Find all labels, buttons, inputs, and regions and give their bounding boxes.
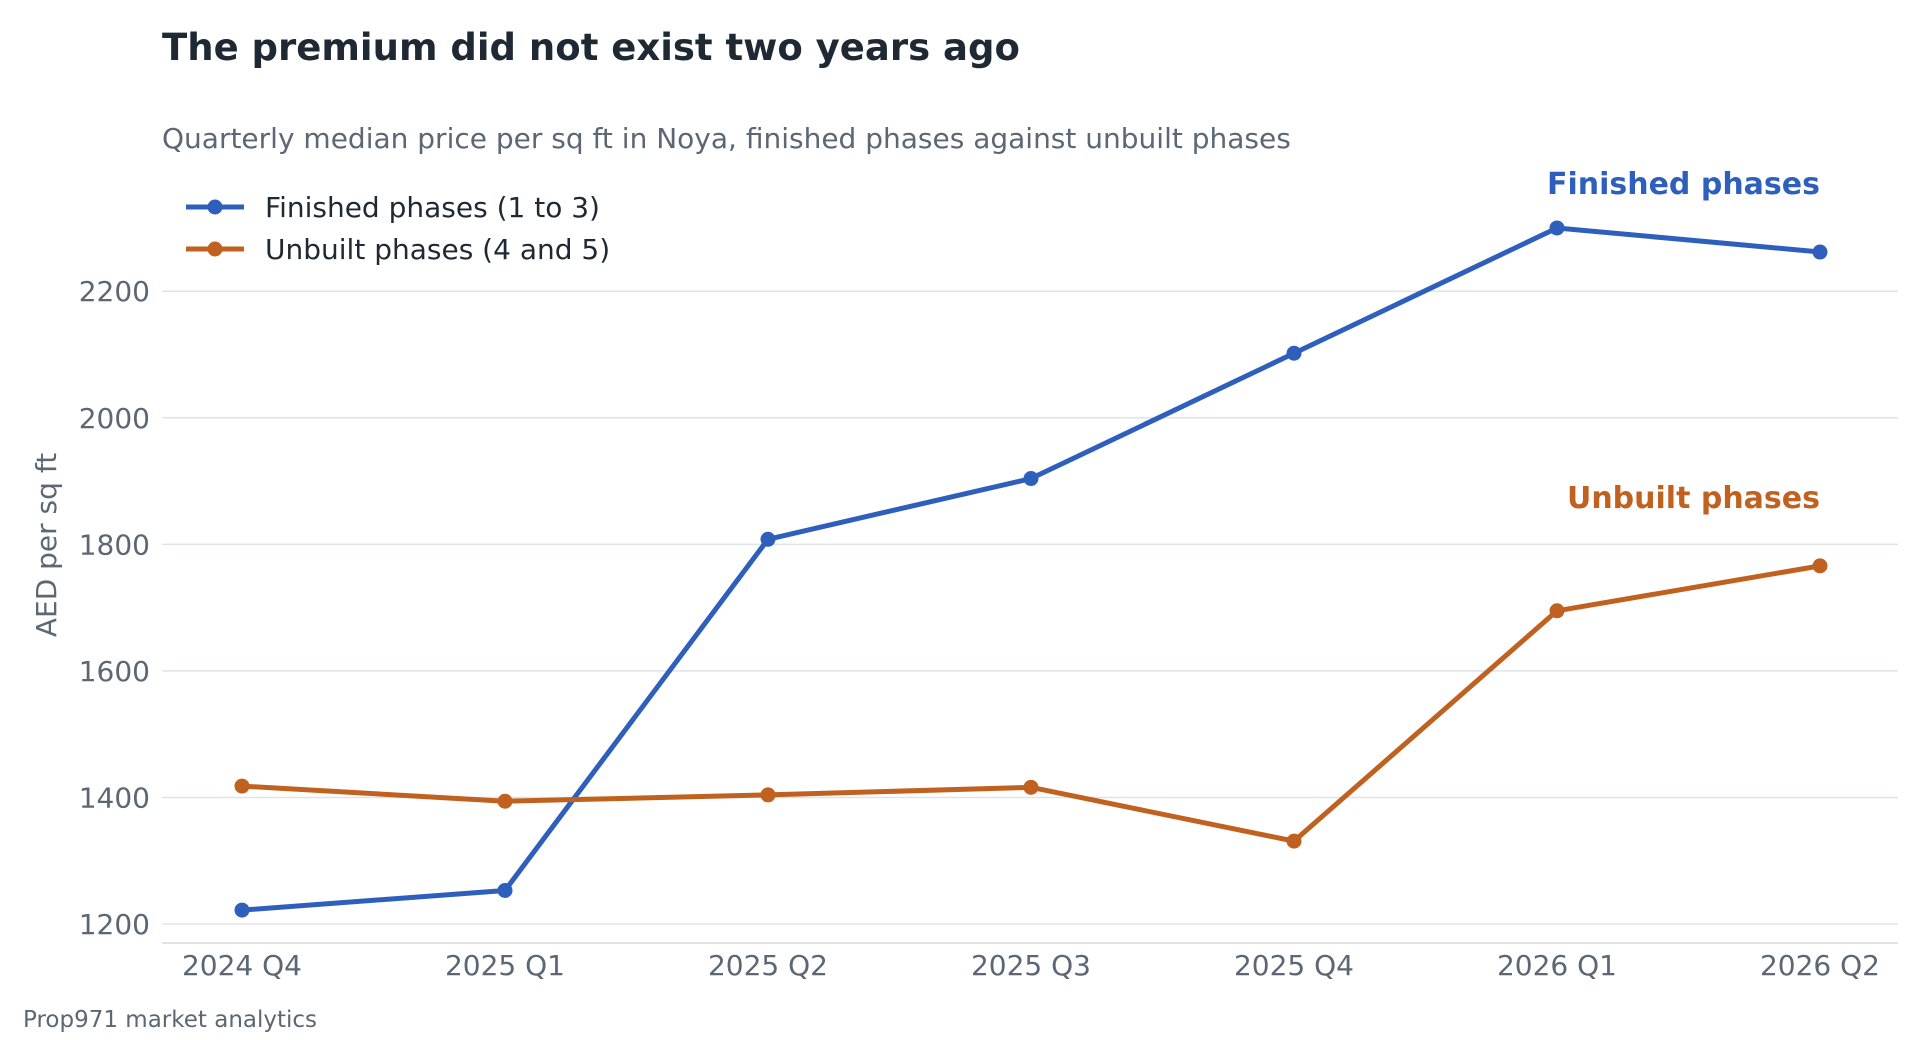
x-tick-label: 2025 Q3 [971,949,1091,982]
x-tick-label: 2025 Q2 [708,949,828,982]
legend-swatch-marker [207,199,223,215]
chart-subtitle: Quarterly median price per sq ft in Noya… [162,122,1291,155]
series-2 [234,558,1828,849]
data-point [1286,833,1302,849]
chart-title: The premium did not exist two years ago [162,26,1020,69]
series-lines [234,220,1828,918]
series-end-labels: Finished phases Unbuilt phases [1547,167,1820,516]
legend-entry: Finished phases (1 to 3) [265,191,600,224]
x-tick-label: 2026 Q2 [1760,949,1880,982]
y-tick-label: 1600 [79,655,150,688]
x-tick-label: 2025 Q1 [445,949,565,982]
series-line [239,563,1823,844]
data-point [760,787,776,803]
legend-entry: Unbuilt phases (4 and 5) [265,233,610,266]
data-point [497,882,513,898]
data-point [1549,603,1565,619]
y-tick-label: 1400 [79,781,150,814]
data-point [234,778,250,794]
y-tick-label: 2200 [79,275,150,308]
legend-swatch-marker [207,241,223,257]
x-tick-label: 2026 Q1 [1497,949,1617,982]
series-1 [234,220,1828,918]
y-tick-label: 1800 [79,528,150,561]
series-end-label: Unbuilt phases [1567,481,1820,516]
data-point [1812,558,1828,574]
data-point [1286,345,1302,361]
data-point [1812,244,1828,260]
data-point [760,531,776,547]
series-end-label: Finished phases [1547,167,1820,202]
series-line [239,225,1823,913]
y-axis-label: AED per sq ft [30,453,63,637]
x-tick-label: 2024 Q4 [182,949,302,982]
legend: Finished phases (1 to 3) Unbuilt phases (… [186,191,610,266]
data-point [1023,779,1039,795]
axes: 1200 1400 1600 1800 2000 2200 2024 Q4 2025 Q1 20… [30,275,1898,982]
y-tick-label: 1200 [79,908,150,941]
data-point [1023,471,1039,487]
y-tick-label: 2000 [79,402,150,435]
source-note: Prop971 market analytics [23,1007,318,1033]
data-point [497,793,513,809]
x-tick-label: 2025 Q4 [1234,949,1354,982]
data-point [1549,220,1565,236]
gridlines [162,290,1898,925]
data-point [234,902,250,918]
